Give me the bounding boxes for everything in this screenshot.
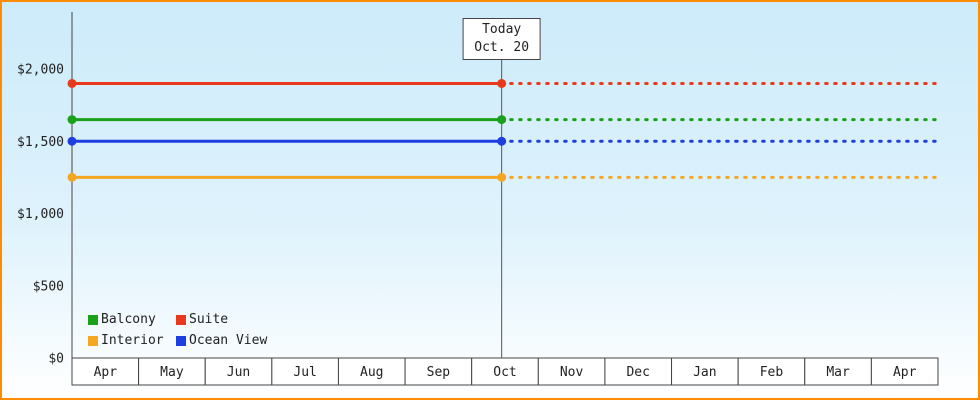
series-start-dot-balcony: [67, 115, 77, 125]
today-marker-box: Today Oct. 20: [462, 18, 542, 60]
month-cell: [537, 357, 606, 386]
month-label: Oct: [493, 365, 516, 380]
legend-item-balcony: Balcony: [88, 312, 176, 327]
month-cell: [337, 357, 406, 386]
legend-item-suite: Suite: [176, 312, 267, 327]
series-start-dot-interior: [67, 172, 77, 182]
legend-label: Interior: [101, 333, 164, 348]
month-label: Apr: [94, 365, 118, 380]
month-label: Sep: [427, 365, 451, 380]
legend-swatch: [88, 335, 98, 346]
y-tick-label: $1,500: [17, 135, 64, 150]
legend-label: Ocean View: [189, 333, 268, 348]
month-cell: [71, 357, 140, 386]
month-label: May: [160, 365, 184, 380]
legend-item-ocean-view: Ocean View: [176, 333, 267, 348]
month-cell: [271, 357, 339, 386]
month-cell: [471, 357, 539, 386]
series-today-dot-ocean-view: [497, 136, 507, 146]
legend-label: Balcony: [101, 312, 156, 327]
legend-swatch: [176, 335, 186, 346]
today-marker-title: Today: [482, 22, 522, 37]
today-marker-date: Oct. 20: [474, 40, 530, 55]
month-label: Nov: [560, 365, 584, 380]
month-cell: [737, 357, 806, 386]
month-label: Apr: [893, 365, 917, 380]
series-today-dot-interior: [497, 172, 507, 182]
month-cell: [870, 357, 939, 386]
legend-label: Suite: [189, 312, 229, 327]
month-cell: [671, 357, 739, 386]
month-cell: [204, 357, 273, 386]
month-label: Mar: [826, 365, 850, 380]
month-label: Feb: [760, 365, 784, 380]
legend-swatch: [176, 314, 186, 325]
legend-swatch: [88, 314, 98, 325]
month-label: Jul: [293, 365, 316, 380]
month-cell: [604, 357, 673, 386]
y-tick-label: $0: [48, 352, 64, 367]
series-start-dot-ocean-view: [67, 136, 77, 146]
chart-legend: Balcony Suite Interior Ocean View: [88, 312, 267, 348]
legend-item-interior: Interior: [88, 333, 176, 348]
month-label: Jan: [693, 365, 716, 380]
y-tick-label: $1,000: [17, 207, 64, 222]
month-cell: [138, 357, 206, 386]
month-label: Dec: [626, 365, 649, 380]
series-today-dot-suite: [497, 78, 507, 88]
y-tick-label: $500: [33, 279, 64, 294]
series-today-dot-balcony: [497, 115, 507, 125]
month-cell: [404, 357, 473, 386]
month-label: Jun: [227, 365, 250, 380]
series-start-dot-suite: [67, 78, 77, 88]
month-label: Aug: [360, 365, 383, 380]
y-tick-label: $2,000: [17, 63, 64, 78]
